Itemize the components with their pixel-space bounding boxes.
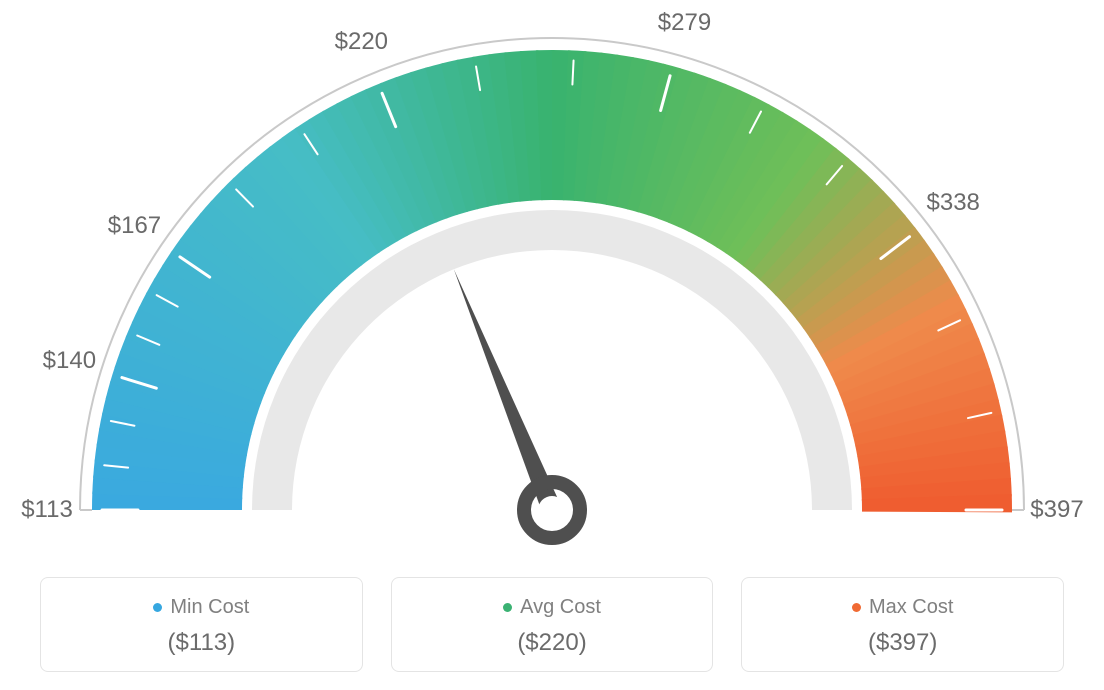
- max-cost-label-text: Max Cost: [869, 596, 953, 619]
- gauge-chart: $113 $140 $167 $220 $279 $338 $397: [0, 0, 1104, 560]
- min-cost-label-text: Min Cost: [170, 596, 249, 619]
- max-dot-icon: [852, 603, 861, 612]
- gauge-tick-label: $220: [335, 28, 388, 56]
- avg-cost-label: Avg Cost: [503, 596, 601, 619]
- avg-cost-label-text: Avg Cost: [520, 596, 601, 619]
- min-dot-icon: [153, 603, 162, 612]
- cost-cards: Min Cost ($113) Avg Cost ($220) Max Cost…: [40, 577, 1064, 672]
- gauge-tick-label: $113: [21, 496, 73, 524]
- max-cost-label: Max Cost: [852, 596, 953, 619]
- gauge-tick-label: $338: [927, 189, 980, 217]
- avg-dot-icon: [503, 603, 512, 612]
- avg-cost-value: ($220): [402, 629, 703, 657]
- min-cost-card: Min Cost ($113): [40, 577, 363, 672]
- gauge-tick-label: $140: [43, 347, 96, 375]
- gauge-tick-label: $397: [1030, 496, 1083, 524]
- max-cost-card: Max Cost ($397): [741, 577, 1064, 672]
- max-cost-value: ($397): [752, 629, 1053, 657]
- gauge-tick-label: $279: [658, 9, 711, 37]
- min-cost-label: Min Cost: [153, 596, 249, 619]
- min-cost-value: ($113): [51, 629, 352, 657]
- gauge-tick-label: $167: [108, 212, 161, 240]
- gauge-svg: [0, 0, 1104, 560]
- avg-cost-card: Avg Cost ($220): [391, 577, 714, 672]
